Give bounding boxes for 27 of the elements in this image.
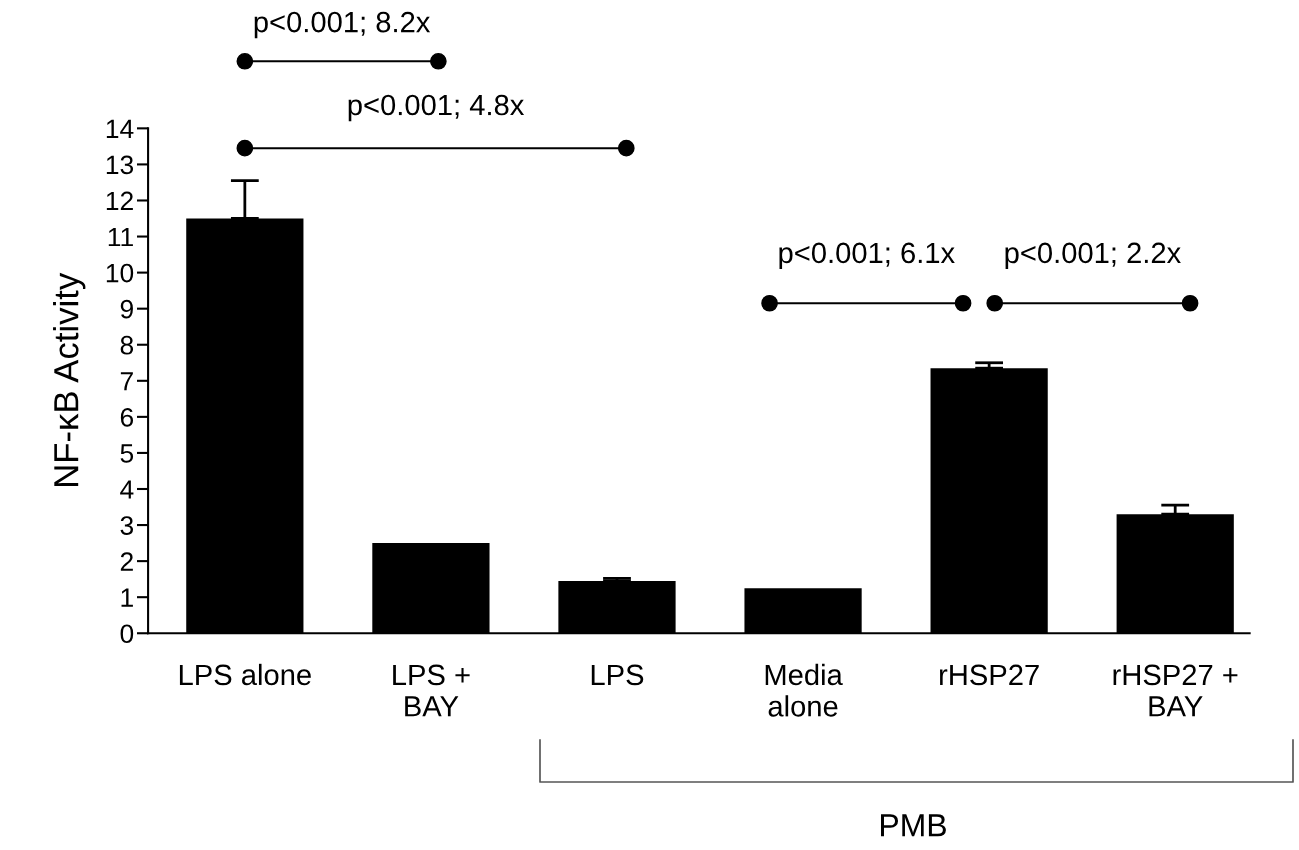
y-tick-label: 4: [120, 480, 134, 499]
y-tick-label: 12: [106, 191, 133, 211]
text: p<0.001; 4.8x: [348, 94, 525, 122]
annotation: p<0.001; 2.2x: [1005, 242, 1181, 269]
x-tick-label: LPS + BAY: [393, 664, 470, 717]
y-tick-label: 8: [120, 335, 134, 355]
y-tick-label: 5: [120, 444, 134, 463]
y-tick-label: 13: [106, 155, 134, 175]
y-tick-label: 10: [106, 263, 134, 283]
y-tick-label: 6: [120, 408, 134, 427]
y-tick-label: 9: [120, 299, 133, 319]
y-tick-label: 0: [120, 624, 134, 644]
y-tick-label: 3: [120, 516, 134, 535]
x-tick-label: LPS alone: [179, 663, 311, 686]
x-tick-label: rHSP27: [940, 664, 1039, 686]
x-tick-label: LPS: [591, 664, 644, 686]
x-tick-label: Media alone: [765, 663, 843, 717]
y-tick-label: 7: [120, 372, 133, 391]
y-tick-label: 11: [108, 227, 133, 247]
annotation: p<0.001; 6.1x: [779, 242, 955, 269]
text: PMB: [881, 814, 946, 837]
y-tick-label: 1: [121, 588, 133, 607]
y-tick-label: 14: [106, 119, 134, 138]
x-tick-label: rHSP27 + BAY: [1113, 664, 1238, 717]
y-tick-label: 2: [120, 552, 133, 571]
text: p<0.001; 8.2x: [254, 11, 431, 39]
y-axis-title: NF-κB Activity: [53, 272, 86, 486]
